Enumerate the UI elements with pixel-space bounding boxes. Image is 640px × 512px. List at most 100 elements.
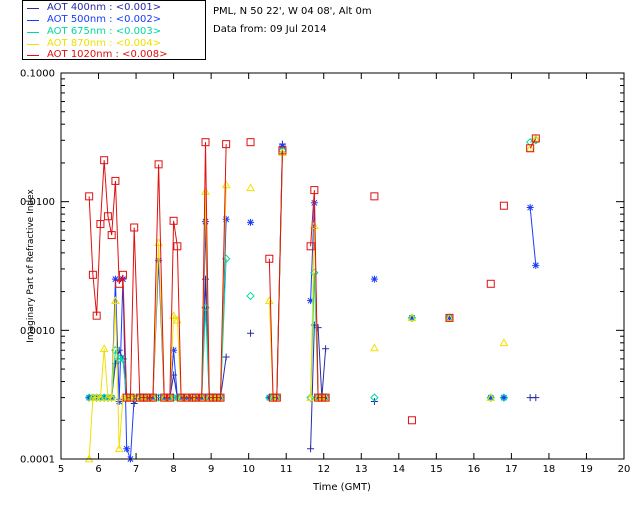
data-point (407, 313, 417, 322)
legend-swatch (27, 44, 39, 45)
data-point (201, 186, 210, 195)
data-point (321, 393, 330, 402)
x-tick-label: 7 (133, 464, 139, 475)
data-point (88, 270, 97, 279)
data-point (310, 268, 319, 278)
data-point (99, 344, 109, 352)
data-point (408, 314, 416, 322)
legend-label: AOT 1020nm : <0.008> (47, 49, 168, 60)
data-point (445, 313, 454, 322)
data-point (126, 393, 135, 402)
y-tick-label: 0.0100 (20, 197, 55, 208)
data-point (143, 393, 152, 402)
data-point (370, 192, 379, 201)
data-point (525, 143, 535, 152)
series-line (89, 279, 227, 405)
data-point (160, 393, 169, 402)
axis-layer: 5 6 7 8 9 10 11 12 13 14 15 16 17 18 19 20 0.0001 0.0010 0… (20, 69, 630, 476)
legend-label: AOT 675nm : <0.003> (47, 26, 162, 37)
data-point (499, 338, 509, 347)
data-point (221, 180, 231, 189)
data-point (107, 231, 116, 240)
data-point (173, 242, 182, 251)
data-point (531, 134, 540, 143)
x-axis-label: Time (GMT) (312, 482, 371, 493)
data-point (165, 393, 174, 402)
data-point (278, 146, 287, 155)
data-point (118, 270, 127, 279)
data-point (155, 256, 163, 264)
data-point (531, 133, 541, 142)
data-point (222, 140, 231, 149)
x-tick-label: 8 (170, 464, 176, 475)
x-tick-label: 11 (280, 464, 293, 475)
data-point (307, 297, 315, 305)
data-point (246, 138, 255, 147)
data-point (170, 346, 178, 354)
y-axis-label: Imaginary Part of Refractive Index (26, 188, 36, 342)
data-point (111, 176, 120, 185)
data-point (307, 445, 315, 453)
series-line (529, 207, 537, 266)
data-point (114, 444, 124, 453)
data-point (306, 242, 315, 251)
data-point (100, 156, 109, 165)
x-tick-label: 10 (242, 464, 255, 475)
x-tick-label: 5 (58, 464, 64, 475)
legend-label: AOT 500nm : <0.002> (47, 14, 162, 25)
data-point (265, 254, 274, 263)
x-tick-label: 20 (618, 464, 631, 475)
data-point (322, 345, 330, 353)
data-point (407, 313, 417, 323)
data-point (445, 313, 454, 322)
data-point (370, 275, 378, 283)
data-point (246, 291, 255, 301)
site-location: PML, N 50 22', W 04 08', Alt 0m (213, 6, 372, 17)
data-point (111, 275, 119, 283)
data-point (532, 261, 540, 269)
data-point (96, 393, 105, 401)
legend-swatch (27, 32, 39, 33)
legend-swatch (27, 55, 39, 56)
data-point (247, 218, 255, 226)
data-point (526, 144, 535, 153)
data-point (201, 138, 210, 147)
data-point (148, 393, 157, 402)
series-aot-870nm (84, 133, 541, 463)
data-point (177, 393, 186, 402)
data-point (306, 393, 315, 401)
plot-frame (60, 72, 625, 460)
data-point (154, 160, 163, 169)
data-point (499, 393, 509, 402)
data-point (222, 215, 230, 223)
series-line (529, 138, 537, 149)
series-line (268, 150, 283, 399)
data-point (111, 296, 120, 304)
data-point (246, 183, 255, 192)
legend-label: AOT 400nm : <0.001> (47, 2, 162, 13)
data-point (115, 279, 124, 288)
legend-swatch (27, 20, 39, 21)
series-aot-1020nm (85, 134, 540, 425)
data-point (499, 201, 508, 210)
y-tick-label: 0.0001 (20, 455, 55, 466)
data-point (486, 393, 496, 401)
data-point (197, 393, 206, 402)
data-point (445, 314, 453, 322)
data-point (264, 296, 274, 304)
data-point (310, 221, 319, 230)
data-point (370, 343, 379, 352)
x-tick-label: 18 (543, 464, 556, 475)
x-tick-label: 9 (208, 464, 214, 475)
data-point (306, 393, 315, 402)
data-date: Data from: 09 Jul 2014 (213, 24, 327, 35)
data-point (192, 393, 201, 402)
data-point (486, 393, 495, 402)
series-layer (84, 133, 541, 463)
data-point (247, 329, 255, 337)
data-point (407, 416, 416, 425)
x-tick-label: 16 (467, 464, 480, 475)
data-point (96, 220, 105, 229)
series-line (88, 142, 227, 399)
data-point (85, 192, 94, 201)
